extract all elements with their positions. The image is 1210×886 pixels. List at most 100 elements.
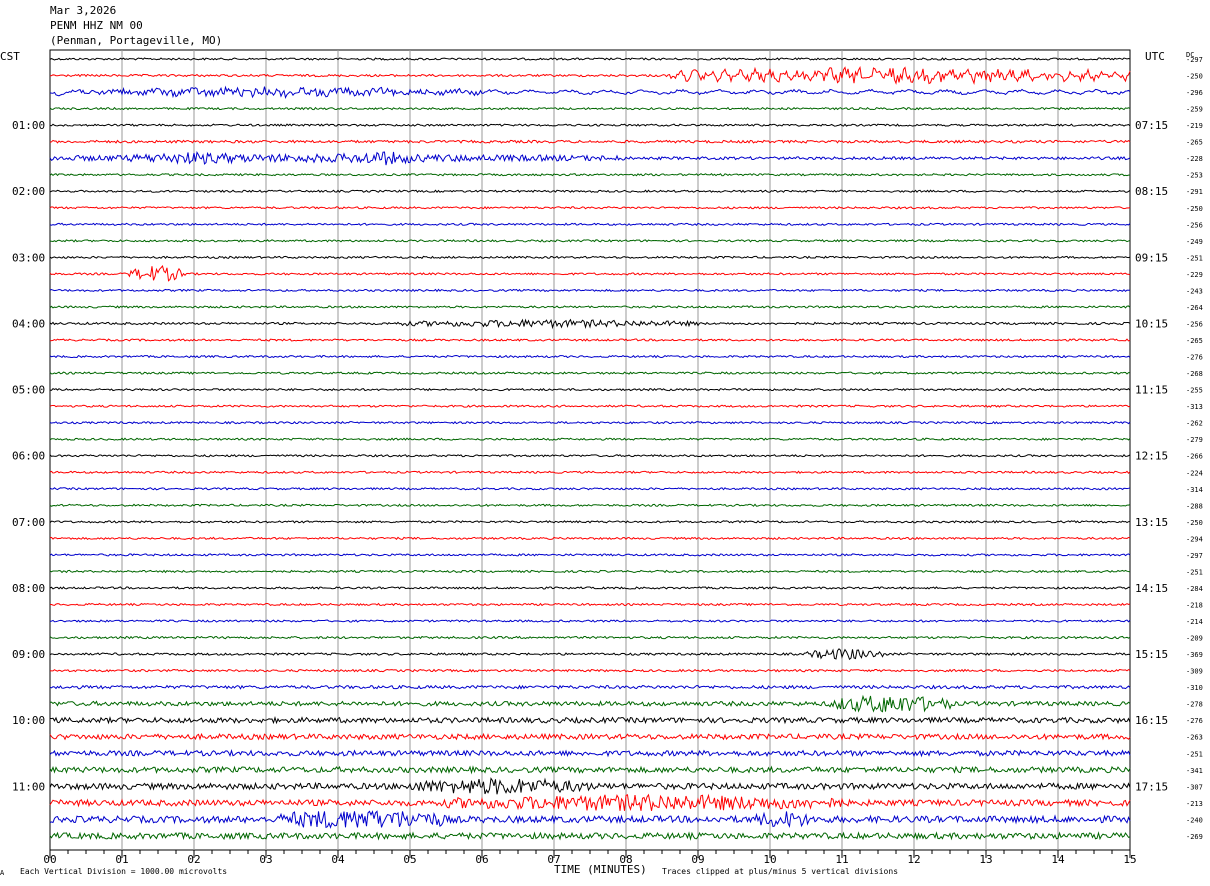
dc-offset-label: -369 xyxy=(1186,651,1203,659)
trace-line xyxy=(49,619,1131,623)
dc-offset-label: -309 xyxy=(1186,668,1203,676)
dc-offset-label: -256 xyxy=(1186,320,1203,328)
x-tick-label: 06 xyxy=(475,853,488,866)
x-tick-label: 12 xyxy=(907,853,920,866)
trace-line xyxy=(49,404,1131,408)
trace-line xyxy=(49,318,1131,330)
trace-line xyxy=(49,694,1131,713)
trace-line xyxy=(49,123,1131,127)
left-hour-label: 07:00 xyxy=(12,516,45,529)
left-timezone-label: CST xyxy=(0,50,20,63)
dc-offset-label: -251 xyxy=(1186,254,1203,262)
trace-line xyxy=(49,255,1131,260)
dc-offset-label: -297 xyxy=(1186,56,1203,64)
trace-line xyxy=(49,106,1131,111)
dc-offset-label: -259 xyxy=(1186,106,1203,114)
trace-line xyxy=(49,520,1131,524)
dc-offset-label: -297 xyxy=(1186,552,1203,560)
x-tick-label: 14 xyxy=(1051,853,1065,866)
dc-offset-label: -263 xyxy=(1186,734,1203,742)
dc-offset-label: -313 xyxy=(1186,403,1203,411)
right-hour-label: 16:15 xyxy=(1135,714,1168,727)
trace-line xyxy=(49,569,1131,574)
dc-offset-label: -228 xyxy=(1186,155,1203,163)
x-tick-label: 00 xyxy=(43,853,56,866)
dc-offset-label: -249 xyxy=(1186,238,1203,246)
dc-offset-label: -250 xyxy=(1186,519,1203,527)
right-hour-label: 10:15 xyxy=(1135,317,1168,330)
right-hour-label: 17:15 xyxy=(1135,780,1168,793)
plot-date: Mar 3,2026 xyxy=(50,4,117,17)
right-hour-label: 09:15 xyxy=(1135,251,1168,264)
right-hour-label: 07:15 xyxy=(1135,119,1168,132)
dc-offset-label: -253 xyxy=(1186,172,1203,180)
trace-line xyxy=(49,354,1131,359)
left-hour-label: 03:00 xyxy=(12,251,45,264)
x-tick-label: 13 xyxy=(979,853,992,866)
dc-offset-label: -314 xyxy=(1186,486,1203,494)
trace-line xyxy=(49,810,1131,829)
left-hour-label: 08:00 xyxy=(12,582,45,595)
dc-offset-label: -276 xyxy=(1186,717,1203,725)
dc-offset-label: -294 xyxy=(1186,535,1203,543)
right-hour-label: 12:15 xyxy=(1135,450,1168,463)
trace-line xyxy=(49,536,1131,541)
left-hour-label: 11:00 xyxy=(12,780,45,793)
trace-line xyxy=(49,668,1131,673)
dc-offset-label: -307 xyxy=(1186,783,1203,791)
dc-offset-label: -310 xyxy=(1186,684,1203,692)
clip-note: Traces clipped at plus/minus 5 vertical … xyxy=(662,867,899,876)
dc-offset-label: -278 xyxy=(1186,701,1203,709)
trace-line xyxy=(49,57,1131,61)
dc-offset-label: -291 xyxy=(1186,188,1203,196)
trace-line xyxy=(49,777,1131,795)
trace-line xyxy=(49,387,1131,392)
trace-line xyxy=(49,66,1131,85)
x-tick-label: 08 xyxy=(619,853,632,866)
right-timezone-label: UTC xyxy=(1145,50,1165,63)
trace-line xyxy=(49,85,1131,100)
dc-offset-label: -250 xyxy=(1186,205,1203,213)
left-hour-label: 06:00 xyxy=(12,450,45,463)
left-hour-label: 02:00 xyxy=(12,185,45,198)
station-code: PENM HHZ NM 00 xyxy=(50,19,143,32)
dc-offset-label: -214 xyxy=(1186,618,1203,626)
dc-offset-label: -265 xyxy=(1186,337,1203,345)
right-hour-label: 08:15 xyxy=(1135,185,1168,198)
trace-line xyxy=(49,732,1131,741)
x-tick-label: 02 xyxy=(187,853,200,866)
trace-line xyxy=(49,189,1131,193)
x-tick-label: 05 xyxy=(403,853,416,866)
trace-line xyxy=(49,222,1131,226)
dc-offset-label: -251 xyxy=(1186,568,1203,576)
dc-offset-label: -266 xyxy=(1186,453,1203,461)
dc-offset-label: -296 xyxy=(1186,89,1203,97)
trace-line xyxy=(49,715,1131,725)
scale-note: Each Vertical Division = 1000.00 microvo… xyxy=(20,867,228,876)
dc-offset-label: -224 xyxy=(1186,469,1203,477)
trace-line xyxy=(49,470,1131,475)
corner-mark: A xyxy=(0,869,5,877)
right-hour-label: 13:15 xyxy=(1135,516,1168,529)
left-hour-label: 05:00 xyxy=(12,384,45,397)
trace-line xyxy=(49,503,1131,507)
trace-line xyxy=(49,648,1131,661)
trace-line xyxy=(49,420,1131,425)
trace-line xyxy=(49,338,1131,342)
trace-line xyxy=(49,206,1131,210)
x-tick-label: 09 xyxy=(691,853,704,866)
trace-line xyxy=(49,172,1131,177)
dc-offset-label: -213 xyxy=(1186,800,1203,808)
trace-line xyxy=(49,793,1131,811)
dc-offset-label: -219 xyxy=(1186,122,1203,130)
dc-offset-label: -250 xyxy=(1186,73,1203,81)
x-tick-label: 11 xyxy=(835,853,848,866)
trace-line xyxy=(49,371,1131,375)
left-hour-label: 01:00 xyxy=(12,119,45,132)
trace-line xyxy=(49,453,1131,458)
x-tick-label: 07 xyxy=(547,853,560,866)
dc-offset-label: -255 xyxy=(1186,387,1203,395)
x-tick-label: 10 xyxy=(763,853,776,866)
right-hour-label: 15:15 xyxy=(1135,648,1168,661)
